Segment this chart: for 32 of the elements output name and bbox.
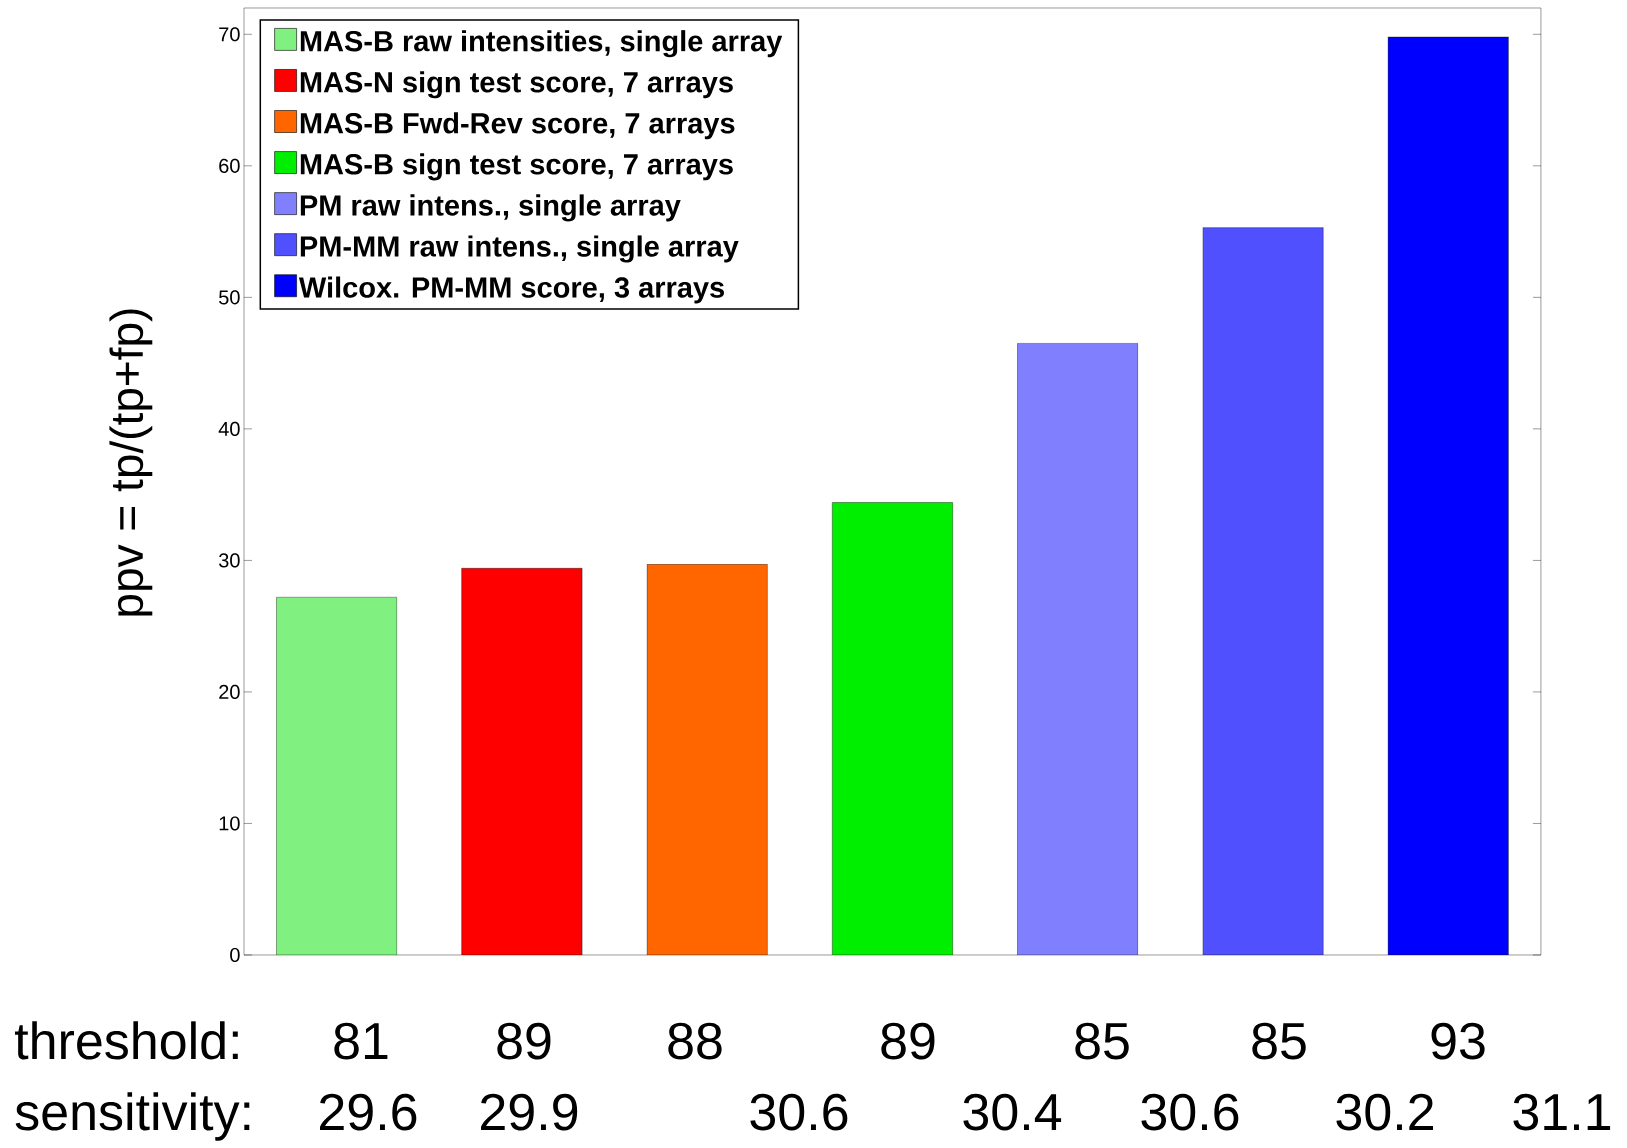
text: 85 xyxy=(1075,1022,1129,1060)
legend-label: Wilcox. PM-MM score, 3 arrays xyxy=(298,276,724,304)
text: 29.9 xyxy=(481,1093,578,1131)
legend-label: MAS-B raw intensities, single array xyxy=(300,30,783,58)
text: sensitivity: xyxy=(15,1092,250,1141)
y-tick-label: 60 xyxy=(219,158,240,173)
y-tick-label: 10 xyxy=(219,816,240,831)
y-tick-label: 70 xyxy=(219,27,240,42)
y-axis-title: ppv = tp/(tp+fp) xyxy=(109,309,153,616)
legend-label: MAS-B Fwd-Rev score, 7 arrays xyxy=(300,112,735,140)
text: 93 xyxy=(1431,1022,1485,1060)
y-tick-label: 40 xyxy=(218,421,240,436)
text: 30.2 xyxy=(1336,1093,1433,1131)
text: 88 xyxy=(668,1022,722,1060)
text: 30.4 xyxy=(963,1093,1062,1131)
text: 85 xyxy=(1252,1022,1306,1060)
legend-label: MAS-N sign test score, 7 arrays xyxy=(300,71,733,99)
y-tick-label: 0 xyxy=(230,947,240,963)
y-tick-label: 20 xyxy=(219,684,240,700)
text: threshold: xyxy=(14,1021,238,1060)
legend-label: MAS-B sign test score, 7 arrays xyxy=(300,153,733,181)
text: 30.6 xyxy=(1141,1093,1239,1131)
text: 81 xyxy=(334,1022,388,1060)
text: 29.6 xyxy=(320,1093,417,1131)
legend-label: PM-MM raw intens., single array xyxy=(300,235,739,263)
text: 31.1 xyxy=(1513,1093,1611,1131)
legend-label: PM raw intens., single array xyxy=(300,194,681,222)
text: 89 xyxy=(881,1022,935,1060)
y-tick-label: 50 xyxy=(219,290,240,305)
text: 89 xyxy=(497,1022,551,1060)
text: 30.6 xyxy=(750,1093,848,1131)
y-tick-label: 30 xyxy=(218,553,240,568)
